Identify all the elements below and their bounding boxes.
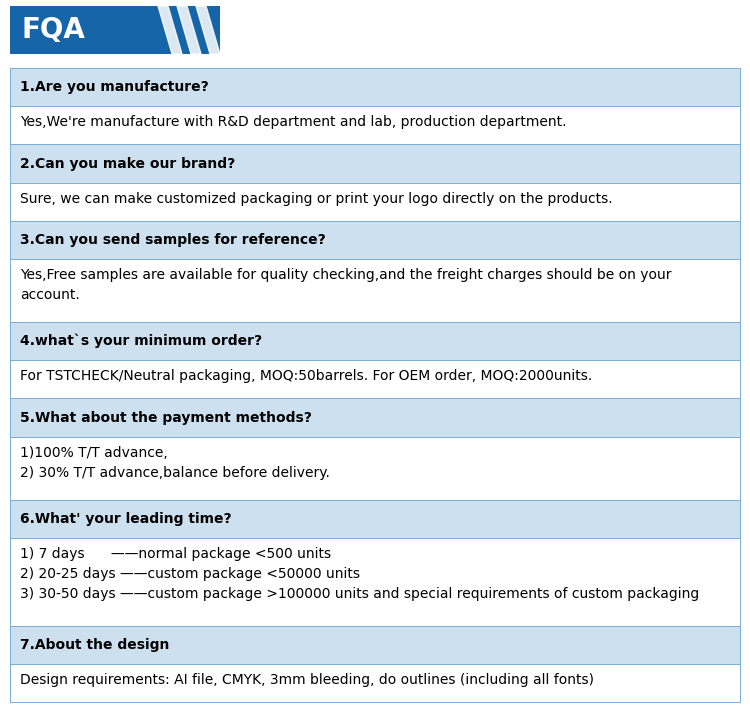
Text: 7.About the design: 7.About the design (20, 638, 170, 652)
Text: Sure, we can make customized packaging or print your logo directly on the produc: Sure, we can make customized packaging o… (20, 191, 613, 206)
Text: FQA: FQA (22, 16, 86, 44)
Bar (10, 664, 740, 702)
Text: 1) 7 days      ——normal package <500 units
2) 20-25 days ——custom package <50000: 1) 7 days ——normal package <500 units 2)… (20, 547, 699, 601)
Text: For TSTCHECK/Neutral packaging, MOQ:50barrels. For OEM order, MOQ:2000units.: For TSTCHECK/Neutral packaging, MOQ:50ba… (20, 369, 592, 383)
Bar (10, 538, 740, 625)
Text: 1)100% T/T advance,
2) 30% T/T advance,balance before delivery.: 1)100% T/T advance, 2) 30% T/T advance,b… (20, 446, 330, 480)
Bar (10, 361, 740, 398)
Bar (10, 68, 740, 106)
Bar (10, 6, 220, 54)
Text: Design requirements: AI file, CMYK, 3mm bleeding, do outlines (including all fon: Design requirements: AI file, CMYK, 3mm … (20, 673, 594, 687)
Text: 4.what`s your minimum order?: 4.what`s your minimum order? (20, 334, 262, 348)
Text: 5.What about the payment methods?: 5.What about the payment methods? (20, 411, 312, 425)
Bar (10, 500, 740, 538)
Text: 3.Can you send samples for reference?: 3.Can you send samples for reference? (20, 233, 326, 247)
Text: 1.Are you manufacture?: 1.Are you manufacture? (20, 80, 208, 94)
Bar (10, 398, 740, 437)
Polygon shape (158, 6, 182, 54)
Bar (10, 322, 740, 361)
Text: 6.What' your leading time?: 6.What' your leading time? (20, 512, 232, 526)
Bar (10, 183, 740, 221)
Text: 2.Can you make our brand?: 2.Can you make our brand? (20, 156, 235, 171)
Bar (10, 625, 740, 664)
Bar (10, 221, 740, 259)
Bar (10, 106, 740, 144)
Text: Yes,We're manufacture with R&D department and lab, production department.: Yes,We're manufacture with R&D departmen… (20, 115, 566, 129)
Bar (10, 259, 740, 322)
Bar (10, 437, 740, 500)
Bar (10, 144, 740, 183)
Polygon shape (177, 6, 201, 54)
Polygon shape (196, 6, 220, 54)
Text: Yes,Free samples are available for quality checking,and the freight charges shou: Yes,Free samples are available for quali… (20, 268, 671, 302)
